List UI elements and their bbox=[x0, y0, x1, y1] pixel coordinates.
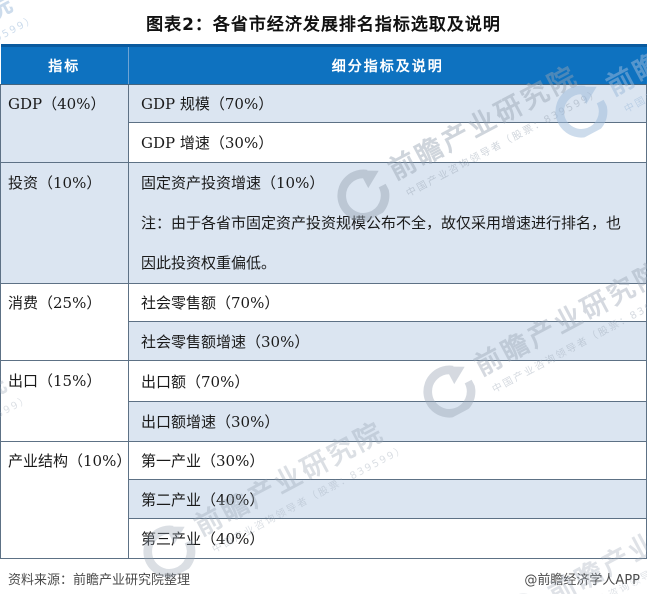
table-header-row: 指标 细分指标及说明 bbox=[0, 44, 647, 85]
detail-cell-retail: 社会零售额（70%） bbox=[128, 283, 647, 322]
figure-title: 图表2：各省市经济发展排名指标选取及说明 bbox=[146, 14, 501, 35]
detail-cell-secondary-industry: 第二产业（40%） bbox=[128, 479, 647, 519]
detail-cell-export-amount: 出口额（70%） bbox=[128, 360, 647, 402]
table-row: GDP（40%） GDP 规模（70%） bbox=[0, 84, 647, 163]
table-row: 投资（10%） 固定资产投资增速（10%） 注：由于各省市固定资产投资规模公布不… bbox=[0, 162, 647, 284]
detail-cell-retail-growth: 社会零售额增速（30%） bbox=[128, 321, 647, 361]
table-row: 第三产业（40%） bbox=[1, 518, 647, 559]
table-row: GDP 增速（30%） bbox=[1, 122, 647, 163]
table-row: 社会零售额增速（30%） bbox=[1, 321, 647, 361]
detail-cell-gdp-scale: GDP 规模（70%） bbox=[128, 84, 647, 123]
indicator-cell-industry-structure: 产业结构（10%） bbox=[0, 441, 131, 559]
footer-credit: @前瞻经济学人APP bbox=[524, 573, 640, 588]
investment-detail-text: 固定资产投资增速（10%） bbox=[141, 174, 325, 192]
table-row: 出口额增速（30%） bbox=[1, 401, 647, 442]
indicators-table: 指标 细分指标及说明 GDP（40%） GDP 规模（70%） GDP 增速（3… bbox=[0, 44, 647, 559]
indicator-cell-export: 出口（15%） bbox=[0, 360, 129, 442]
col-header-details: 细分指标及说明 bbox=[128, 44, 647, 85]
col-header-indicator: 指标 bbox=[0, 44, 129, 85]
figure-footer: 资料来源：前瞻产业研究院整理 @前瞻经济学人APP bbox=[0, 559, 647, 594]
investment-note-text: 注：由于各省市固定资产投资规模公布不全，故仅采用增速进行排名，也因此投资权重偏低… bbox=[141, 214, 622, 272]
table-row: 出口（15%） 出口额（70%） bbox=[0, 360, 647, 442]
detail-cell-export-growth: 出口额增速（30%） bbox=[128, 401, 647, 442]
table-row: 产业结构（10%） 第一产业（30%） bbox=[0, 441, 647, 559]
indicator-cell-gdp: GDP（40%） bbox=[0, 84, 129, 163]
detail-cell-tertiary-industry: 第三产业（40%） bbox=[128, 518, 647, 559]
indicator-cell-investment: 投资（10%） bbox=[0, 162, 129, 284]
table-row: 消费（25%） 社会零售额（70%） bbox=[0, 283, 647, 361]
footer-source: 资料来源：前瞻产业研究院整理 bbox=[8, 573, 191, 588]
indicator-cell-consumption: 消费（25%） bbox=[0, 283, 129, 361]
detail-cell-investment: 固定资产投资增速（10%） 注：由于各省市固定资产投资规模公布不全，故仅采用增速… bbox=[128, 162, 647, 284]
table-row: 第二产业（40%） bbox=[1, 479, 647, 519]
detail-cell-primary-industry: 第一产业（30%） bbox=[128, 441, 647, 480]
detail-cell-gdp-growth: GDP 增速（30%） bbox=[128, 122, 647, 163]
